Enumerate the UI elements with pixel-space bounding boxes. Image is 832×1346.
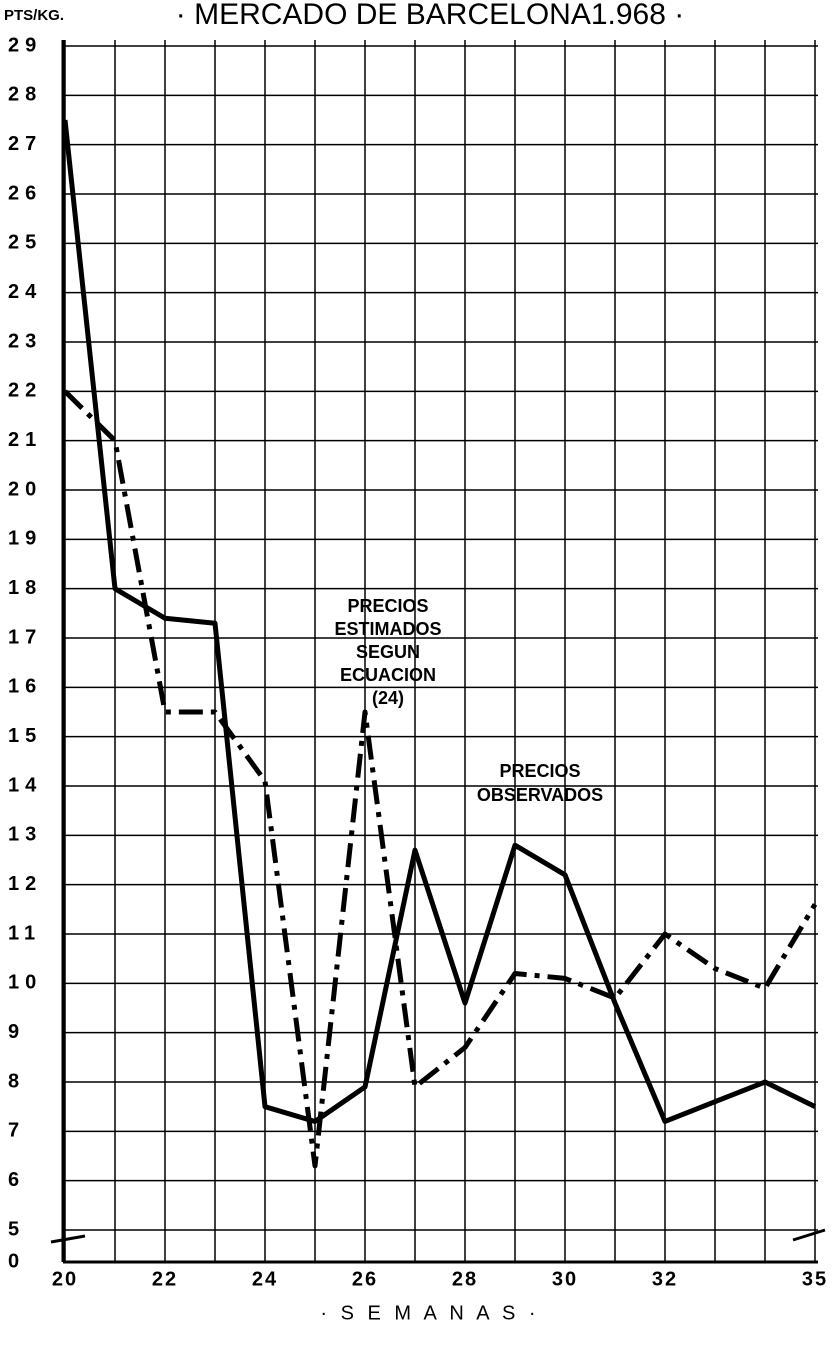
- y-tick-label: 23: [8, 330, 42, 352]
- y-tick-label: 0: [8, 1250, 25, 1272]
- annotation: SEGUN: [356, 642, 420, 662]
- y-tick-label: 17: [8, 626, 42, 648]
- x-tick-label: 20: [52, 1268, 78, 1290]
- annotation: (24): [372, 688, 404, 708]
- y-tick-label: 19: [8, 528, 42, 550]
- y-tick-label: 26: [8, 182, 42, 204]
- y-tick-label: 15: [8, 725, 42, 747]
- x-tick-label: 30: [552, 1268, 578, 1290]
- y-tick-label: 24: [8, 281, 42, 303]
- y-tick-label: 25: [8, 232, 42, 254]
- x-tick-label: 24: [252, 1268, 278, 1290]
- y-tick-label: 8: [8, 1070, 25, 1092]
- axis-break: [792, 1228, 826, 1242]
- annotation: ECUACION: [340, 665, 436, 685]
- y-tick-label: 9: [8, 1021, 25, 1043]
- y-axis-label: PTS/KG.: [4, 7, 64, 24]
- x-tick-label: 32: [652, 1268, 678, 1290]
- y-tick-label: 6: [8, 1169, 25, 1191]
- x-tick-label: 35: [802, 1268, 828, 1290]
- y-tick-label: 16: [8, 676, 42, 698]
- annotation: PRECIOS: [499, 761, 580, 781]
- y-tick-label: 10: [8, 972, 42, 994]
- y-tick-label: 18: [8, 577, 42, 599]
- x-tick-label: 22: [152, 1268, 178, 1290]
- annotation: ESTIMADOS: [334, 619, 441, 639]
- axis-break: [50, 1234, 86, 1244]
- x-axis-label: · S E M A N A S ·: [320, 1302, 539, 1324]
- x-tick-label: 26: [352, 1268, 378, 1290]
- x-tick-label: 28: [452, 1268, 478, 1290]
- y-tick-label: 20: [8, 478, 42, 500]
- chart-title: · MERCADO DE BARCELONA1.968 ·: [176, 0, 684, 31]
- y-tick-label: 7: [8, 1120, 25, 1142]
- y-tick-label: 14: [8, 774, 42, 796]
- y-tick-label: 29: [8, 34, 42, 56]
- annotation: PRECIOS: [347, 596, 428, 616]
- y-tick-label: 12: [8, 873, 42, 895]
- y-tick-label: 21: [8, 429, 42, 451]
- series-line: [63, 389, 818, 1169]
- y-tick-label: 22: [8, 380, 42, 402]
- y-tick-label: 27: [8, 133, 42, 155]
- y-tick-label: 11: [8, 922, 41, 944]
- y-tick-label: 13: [8, 824, 42, 846]
- series-line: [62, 119, 817, 1124]
- y-tick-label: 28: [8, 84, 42, 106]
- annotation: OBSERVADOS: [477, 785, 603, 805]
- y-tick-label: 5: [8, 1218, 25, 1240]
